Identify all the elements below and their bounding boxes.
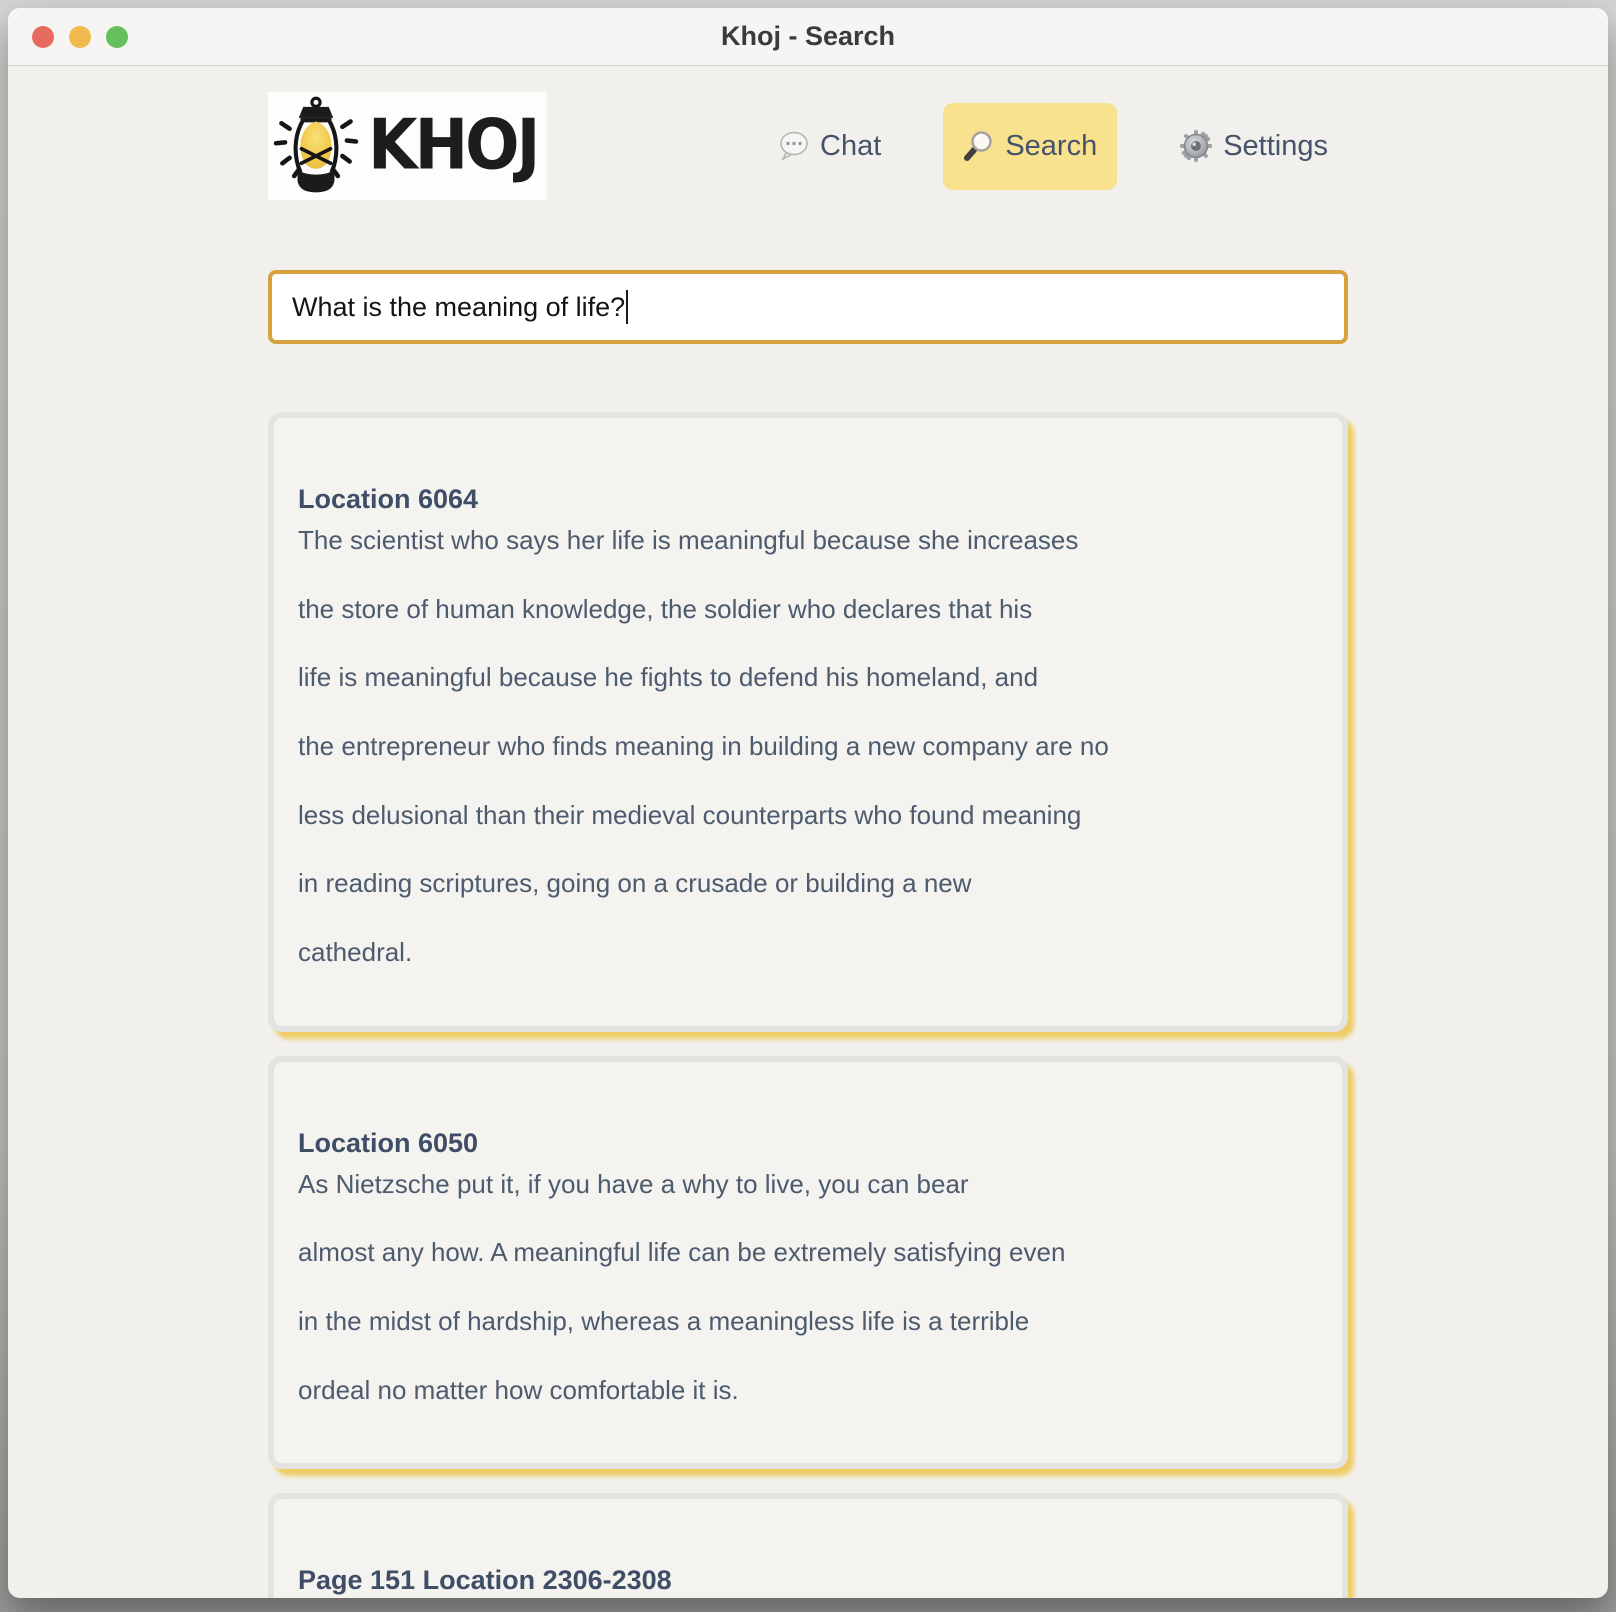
search-result-card[interactable]: Location 6064 The scientist who says her… [268, 412, 1348, 1032]
gear-icon [1180, 130, 1213, 162]
app-window: Khoj - Search [8, 8, 1608, 1598]
nav-chat[interactable]: Chat [758, 103, 901, 190]
search-result-card[interactable]: Location 6050 As Nietzsche put it, if yo… [268, 1055, 1348, 1470]
result-line: almost any how. A meaningful life can be… [298, 1237, 1066, 1268]
main-content: KHOJ Chat [268, 92, 1348, 1598]
result-title: Location 6064 [298, 484, 479, 514]
result-title: Page 151 Location 2306-2308 [298, 1565, 672, 1596]
result-line: cathedral. [298, 937, 413, 968]
window-title: Khoj - Search [720, 21, 896, 51]
text-cursor [626, 290, 629, 324]
nav-chat-label: Chat [820, 129, 882, 162]
result-line: ordeal no matter how comfortable it is. [298, 1374, 739, 1405]
search-input[interactable]: What is the meaning of life? [268, 270, 1348, 344]
nav-settings-label: Settings [1223, 129, 1328, 162]
nav-search-label: Search [1005, 129, 1098, 162]
speech-balloon-icon [780, 131, 808, 161]
result-line: As Nietzsche put it, if you have a why t… [298, 1168, 969, 1199]
result-line: in reading scriptures, going on a crusad… [298, 868, 972, 899]
result-line: less delusional than their medieval coun… [298, 799, 1082, 830]
nav-settings[interactable]: Settings [1159, 102, 1348, 190]
khoj-logo: KHOJ [268, 92, 548, 200]
search-result-card[interactable]: Page 151 Location 2306-2308 The proper e… [268, 1493, 1348, 1598]
result-line: life is meaningful because he fights to … [298, 662, 1039, 693]
lantern-icon [273, 96, 359, 193]
minimize-window-button[interactable] [69, 25, 91, 48]
traffic-lights [32, 8, 128, 65]
result-line: the entrepreneur who finds meaning in bu… [298, 731, 1109, 762]
header-row: KHOJ Chat [268, 92, 1348, 200]
primary-nav: Chat Search [758, 102, 1348, 190]
result-line: the store of human knowledge, the soldie… [298, 593, 1033, 624]
window-titlebar: Khoj - Search [8, 8, 1608, 66]
result-line: in the midst of hardship, whereas a mean… [298, 1306, 1030, 1337]
close-window-button[interactable] [32, 25, 54, 48]
zoom-window-button[interactable] [106, 25, 128, 48]
search-query-text: What is the meaning of life? [292, 291, 626, 322]
result-title: Location 6050 [298, 1127, 479, 1158]
magnifying-glass-icon [964, 131, 993, 161]
khoj-logo-text: KHOJ [368, 106, 540, 186]
result-line: The scientist who says her life is meani… [298, 525, 1079, 556]
nav-search[interactable]: Search [943, 102, 1118, 190]
